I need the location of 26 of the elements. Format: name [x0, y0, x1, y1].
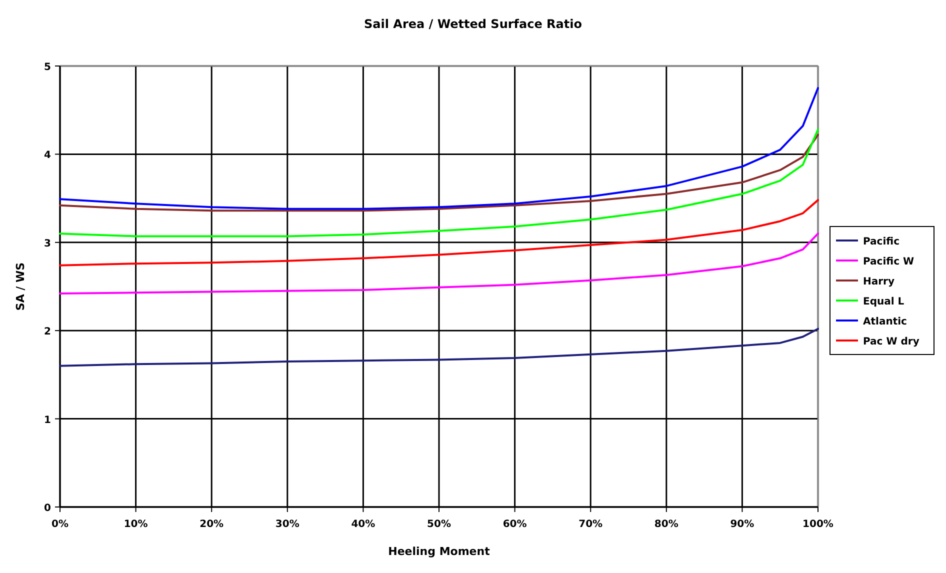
x-tick-label: 70%	[578, 519, 603, 530]
y-tick-label: 4	[44, 150, 52, 162]
y-tick-label: 1	[44, 414, 52, 426]
y-axis-title: SA / WS	[14, 262, 27, 311]
x-tick-label: 20%	[200, 519, 224, 530]
x-tick-label: 40%	[351, 519, 376, 530]
x-tick-label: 60%	[502, 519, 527, 530]
legend-label: Atlantic	[863, 316, 908, 328]
x-tick-label: 90%	[730, 519, 754, 530]
y-tick-label: 5	[44, 62, 52, 73]
y-tick-label: 0	[44, 503, 52, 514]
chart-title: Sail Area / Wetted Surface Ratio	[364, 17, 582, 31]
x-tick-label: 0%	[52, 519, 68, 530]
legend-label: Pacific	[863, 236, 900, 248]
y-tick-label: 2	[44, 326, 52, 338]
y-tick-label: 3	[44, 238, 52, 250]
x-tick-label: 100%	[802, 519, 834, 530]
legend-label: Equal L	[863, 296, 905, 308]
x-tick-label: 50%	[427, 519, 451, 530]
x-axis-title: Heeling Moment	[388, 545, 490, 558]
x-tick-label: 30%	[275, 519, 300, 530]
x-tick-label: 10%	[124, 519, 148, 530]
legend-label: Pacific W	[863, 256, 914, 268]
legend-label: Pac W dry	[863, 336, 920, 348]
x-tick-label: 80%	[654, 519, 678, 530]
legend-label: Harry	[863, 276, 895, 288]
